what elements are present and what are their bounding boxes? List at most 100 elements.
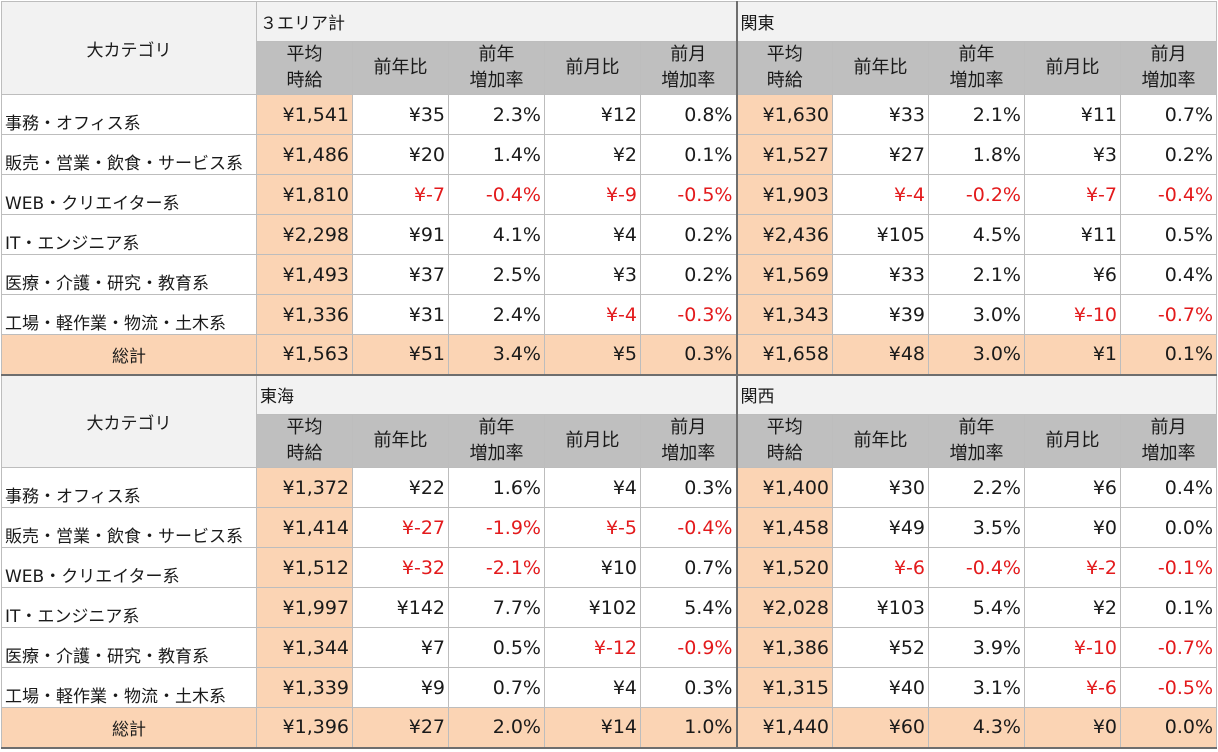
column-header-line: 前年比 <box>853 57 908 78</box>
value-cell: 2.2% <box>928 467 1025 508</box>
value-cell: ¥4 <box>544 214 641 255</box>
column-header-line: 平均 <box>766 417 803 438</box>
value-cell: ¥27 <box>352 707 449 749</box>
value-cell: -0.1% <box>1119 547 1218 588</box>
column-header-line: 時給 <box>286 70 323 91</box>
value-cell: -0.2% <box>928 174 1025 215</box>
category-header: 大カテゴリ <box>1 374 257 468</box>
avg-wage-cell: ¥1,339 <box>256 667 353 708</box>
avg-wage-cell: ¥1,315 <box>736 667 833 708</box>
value-cell: 2.4% <box>448 294 545 335</box>
avg-wage-cell: ¥1,493 <box>256 254 353 295</box>
column-header-line: 増加率 <box>949 70 1004 91</box>
value-cell: ¥-32 <box>352 547 449 588</box>
value-cell: 0.3% <box>640 667 738 708</box>
value-cell: ¥0 <box>1024 707 1121 749</box>
value-cell: 1.8% <box>928 134 1025 175</box>
avg-wage-cell: ¥1,527 <box>736 134 833 175</box>
column-header: 前月比 <box>1024 41 1121 95</box>
table-row: 事務・オフィス系 ¥1,372 ¥22 1.6% ¥4 0.3% ¥1,400 ¥30 2.2%… <box>1 467 1218 508</box>
value-cell: -0.4% <box>1119 174 1218 215</box>
value-cell: -0.7% <box>1119 627 1218 668</box>
column-header: 前年 増加率 <box>448 41 545 95</box>
column-header-line: 増加率 <box>661 443 716 464</box>
value-cell: ¥9 <box>352 667 449 708</box>
avg-wage-cell: ¥1,520 <box>736 547 833 588</box>
value-cell: ¥30 <box>832 467 929 508</box>
column-header-line: 平均 <box>766 44 803 65</box>
value-cell: -0.4% <box>640 507 738 548</box>
value-cell: 0.2% <box>640 254 738 295</box>
avg-wage-cell: ¥1,440 <box>736 707 833 749</box>
avg-wage-cell: ¥1,563 <box>256 334 353 376</box>
value-cell: 2.1% <box>928 254 1025 295</box>
value-cell: 5.4% <box>928 587 1025 628</box>
value-cell: ¥22 <box>352 467 449 508</box>
column-header: 平均 時給 <box>736 414 833 468</box>
value-cell: ¥2 <box>544 134 641 175</box>
column-header: 前月 増加率 <box>640 414 738 468</box>
value-cell: ¥6 <box>1024 467 1121 508</box>
value-cell: ¥-6 <box>832 547 929 588</box>
column-header: 前月 増加率 <box>640 41 738 95</box>
avg-wage-cell: ¥1,458 <box>736 507 833 548</box>
category-label: IT・エンジニア系 <box>1 214 257 255</box>
column-header: 前月比 <box>544 41 641 95</box>
table-row: 工場・軽作業・物流・土木系 ¥1,339 ¥9 0.7% ¥4 0.3% ¥1,315 ¥40… <box>1 667 1218 708</box>
value-cell: 0.1% <box>640 134 738 175</box>
column-header-line: 前月 <box>1150 44 1187 65</box>
value-cell: 4.1% <box>448 214 545 255</box>
column-header-line: 前年比 <box>373 430 428 451</box>
value-cell: ¥-12 <box>544 627 641 668</box>
category-header: 大カテゴリ <box>1 1 257 95</box>
column-header-line: 増加率 <box>1141 70 1196 91</box>
value-cell: ¥102 <box>544 587 641 628</box>
avg-wage-cell: ¥1,372 <box>256 467 353 508</box>
value-cell: ¥31 <box>352 294 449 335</box>
avg-wage-cell: ¥2,298 <box>256 214 353 255</box>
region-header: ３エリア計 <box>256 1 738 42</box>
table-row: 販売・営業・飲食・サービス系 ¥1,486 ¥20 1.4% ¥2 0.1% ¥1,527 ¥… <box>1 134 1218 175</box>
avg-wage-cell: ¥1,541 <box>256 94 353 135</box>
value-cell: ¥7 <box>352 627 449 668</box>
value-cell: 0.7% <box>1119 94 1218 135</box>
avg-wage-cell: ¥1,997 <box>256 587 353 628</box>
column-header: 前年比 <box>352 41 449 95</box>
category-label: WEB・クリエイター系 <box>1 174 257 215</box>
column-header: 前月 増加率 <box>1119 41 1218 95</box>
value-cell: 0.2% <box>1119 134 1218 175</box>
avg-wage-cell: ¥2,436 <box>736 214 833 255</box>
column-header-line: 前年 <box>478 44 515 65</box>
column-header: 平均 時給 <box>256 414 353 468</box>
column-header-line: 前年 <box>478 417 515 438</box>
value-cell: ¥27 <box>832 134 929 175</box>
table-row: WEB・クリエイター系 ¥1,810 ¥-7 -0.4% ¥-9 -0.5% ¥1,903 ¥… <box>1 174 1218 215</box>
value-cell: ¥5 <box>544 334 641 376</box>
value-cell: -1.9% <box>448 507 545 548</box>
value-cell: 0.5% <box>1119 214 1218 255</box>
column-header-line: 平均 <box>286 417 323 438</box>
value-cell: 0.2% <box>640 214 738 255</box>
value-cell: 7.7% <box>448 587 545 628</box>
value-cell: ¥4 <box>544 667 641 708</box>
value-cell: ¥40 <box>832 667 929 708</box>
value-cell: ¥142 <box>352 587 449 628</box>
column-header: 前年 増加率 <box>928 41 1025 95</box>
value-cell: 1.0% <box>640 707 738 749</box>
avg-wage-cell: ¥1,903 <box>736 174 833 215</box>
value-cell: 0.8% <box>640 94 738 135</box>
column-header-line: 前年比 <box>373 57 428 78</box>
value-cell: 3.0% <box>928 334 1025 376</box>
value-cell: 3.4% <box>448 334 545 376</box>
value-cell: 0.7% <box>640 547 738 588</box>
total-label: 総計 <box>1 334 257 376</box>
avg-wage-cell: ¥1,810 <box>256 174 353 215</box>
value-cell: 0.1% <box>1119 587 1218 628</box>
column-header-line: 前年 <box>958 44 995 65</box>
value-cell: -0.4% <box>928 547 1025 588</box>
column-header-line: 前月比 <box>1045 57 1100 78</box>
value-cell: ¥-27 <box>352 507 449 548</box>
column-header: 平均 時給 <box>256 41 353 95</box>
column-header-line: 増加率 <box>469 443 524 464</box>
value-cell: 2.0% <box>448 707 545 749</box>
